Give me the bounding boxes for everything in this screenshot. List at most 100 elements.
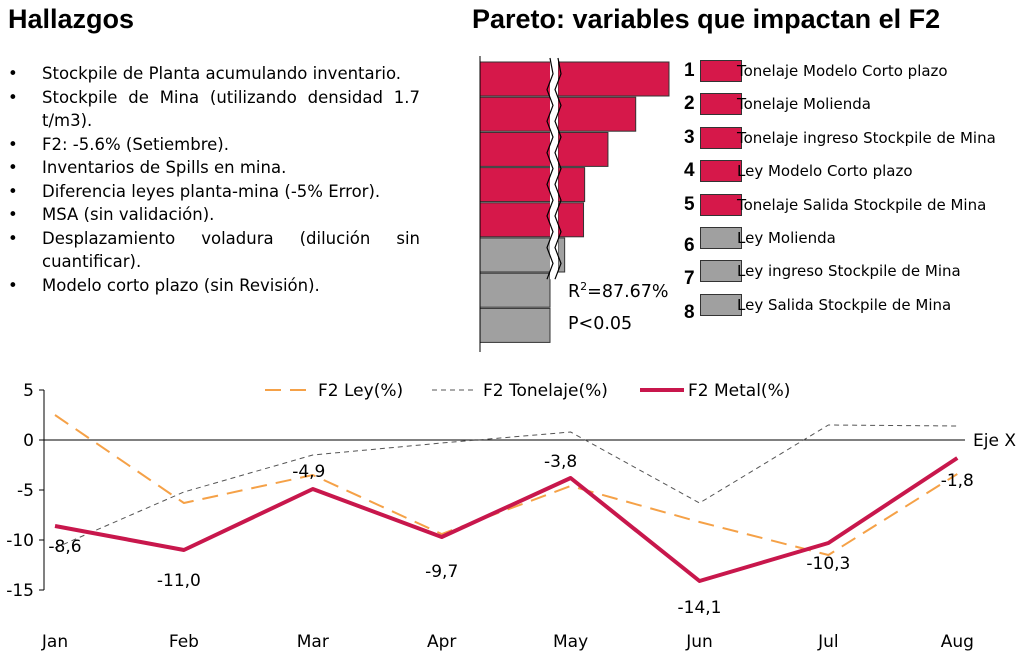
x-tick-label: Mar (297, 632, 329, 652)
pareto-bar (479, 167, 559, 203)
x-tick-label: Feb (169, 632, 199, 652)
pareto-bar (479, 237, 559, 273)
finding-text: Inventarios de Spills en mina. (42, 158, 287, 177)
pareto-legend-label: Tonelaje Molienda (737, 95, 871, 114)
pareto-legend-label: Ley Molienda (737, 229, 836, 247)
bullet-icon: • (8, 205, 18, 224)
y-tick-label: 0 (23, 431, 34, 451)
finding-text: Stockpile de Planta acumulando inventari… (42, 64, 402, 83)
pareto-rank: 3 (684, 126, 695, 148)
finding-item: • Diferencia leyes planta-mina (-5% Error… (8, 180, 420, 204)
f2-tonelaje-line (54, 424, 958, 549)
metal-data-label: -1,8 (941, 471, 974, 491)
finding-item: • Stockpile de Mina (utilizando densidad … (8, 86, 420, 133)
f2-line-chart: 5 0 -5 -10 -15 Eje X Jan Feb Mar Apr May Jun Jul Aug -… (6, 381, 1016, 652)
pareto-legend-item: 2 Tonelaje Molienda (684, 91, 1021, 117)
x-tick-label: Jun (685, 632, 713, 652)
metal-data-label: -3,8 (544, 452, 577, 472)
pareto-bar (479, 202, 559, 238)
metal-data-label: -8,6 (48, 537, 81, 557)
pareto-legend-label: Tonelaje Salida Stockpile de Mina (737, 195, 987, 214)
pareto-rank: 8 (684, 301, 695, 323)
finding-item: • Modelo corto plazo (sin Revisión). (8, 274, 420, 298)
finding-text: Stockpile de Mina (utilizando densidad 1… (42, 87, 420, 131)
pareto-legend-item: 5 Tonelaje Salida Stockpile de Mina (684, 192, 1021, 218)
pareto-legend-swatch (700, 293, 742, 316)
pareto-legend-label: Ley Salida Stockpile de Mina (737, 295, 952, 314)
x-tick-label: Aug (941, 632, 974, 652)
metal-data-label: -14,1 (678, 598, 722, 618)
pareto-legend-swatch (700, 60, 742, 82)
finding-text: Diferencia leyes planta-mina (-5% Error)… (42, 181, 381, 201)
x-tick-label: Jan (41, 632, 68, 652)
axis-break-right (554, 57, 562, 280)
pareto-bar-extension (557, 61, 670, 97)
pareto-legend-swatch (700, 193, 742, 216)
finding-item: • Inventarios de Spills en mina. (8, 156, 420, 180)
legend-label: F2 Ley(%) (318, 381, 403, 401)
finding-item: • Stockpile de Planta acumulando inventar… (8, 62, 420, 86)
pareto-rank: 2 (684, 93, 695, 115)
axis-break-gap (550, 58, 558, 280)
bullet-icon: • (8, 87, 18, 107)
pareto-bar-extension (557, 202, 585, 238)
bullet-icon: • (8, 275, 18, 295)
f2-metal-line (54, 456, 959, 583)
p-value-label: P<0.05 (568, 314, 632, 334)
pareto-legend-label: Tonelaje Modelo Corto plazo (737, 62, 948, 80)
x-tick-label: Apr (427, 632, 456, 652)
finding-item: • MSA (sin validación). (8, 203, 420, 227)
x-tick-label: Jul (817, 632, 839, 652)
pareto-bar (479, 272, 551, 308)
bullet-icon: • (8, 181, 18, 201)
metal-data-label: -9,7 (425, 562, 458, 582)
findings-title: Hallazgos (8, 4, 135, 34)
y-tick-label: -10 (6, 531, 34, 551)
pareto-bar-extension (557, 237, 566, 273)
x-tick-label: May (553, 632, 588, 652)
legend-label: F2 Tonelaje(%) (483, 381, 608, 401)
pareto-rank: 6 (684, 235, 695, 256)
pareto-bar (479, 307, 551, 343)
pareto-legend-item: 1 Tonelaje Modelo Corto plazo (684, 58, 1021, 84)
finding-item: • Desplazamiento voladura (dilución sin c… (8, 227, 420, 274)
pareto-bar (479, 131, 559, 167)
bullet-icon: • (8, 158, 18, 177)
pareto-bar-extension (557, 167, 586, 203)
pareto-legend-label: Ley Modelo Corto plazo (737, 162, 913, 181)
pareto-rank: 7 (684, 268, 695, 290)
y-tick-label: 5 (23, 381, 34, 401)
pareto-legend-item: 6 Ley Molienda (684, 225, 1021, 256)
pareto-title: Pareto: variables que impactan el F2 (472, 4, 941, 34)
metal-data-label: -4,9 (292, 462, 325, 482)
findings-list: • Stockpile de Planta acumulando inventar… (8, 62, 420, 297)
bullet-icon: • (8, 134, 18, 154)
pareto-legend-item: 8 Ley Salida Stockpile de Mina (684, 292, 1021, 323)
pareto-legend-swatch (700, 160, 742, 183)
pareto-bar (479, 61, 559, 97)
pareto-legend-item: 4 Ley Modelo Corto plazo (684, 158, 1021, 184)
bullet-icon: • (8, 228, 18, 248)
finding-text: Modelo corto plazo (sin Revisión). (42, 275, 320, 295)
pareto-legend-item: 7 Ley ingreso Stockpile de Mina (684, 258, 1021, 289)
pareto-legend-swatch (700, 227, 742, 249)
zero-line-label: Eje X (973, 431, 1016, 451)
pareto-legend-swatch (700, 260, 742, 283)
pareto-legend-swatch (700, 126, 742, 149)
pareto-chart: R2=87.67% P<0.05 (479, 56, 670, 352)
axis-break-left (546, 57, 554, 280)
pareto-legend-item: 3 Tonelaje ingreso Stockpile de Mina (684, 125, 1021, 151)
metal-data-label: -11,0 (157, 571, 201, 591)
legend-label: F2 Metal(%) (688, 381, 790, 401)
pareto-bar (479, 96, 559, 132)
pareto-legend-label: Tonelaje ingreso Stockpile de Mina (737, 128, 996, 147)
finding-item: • F2: -5.6% (Setiembre). (8, 133, 420, 157)
pareto-bar-extension (557, 131, 609, 167)
pareto-rank: 5 (684, 193, 695, 215)
finding-text: Desplazamiento voladura (dilución sin cu… (42, 228, 420, 272)
pareto-legend-swatch (700, 93, 742, 116)
bullet-icon: • (8, 64, 18, 83)
finding-text: F2: -5.6% (Setiembre). (42, 134, 229, 154)
pareto-bar-extension (557, 96, 637, 132)
pareto-rank: 4 (684, 160, 695, 182)
